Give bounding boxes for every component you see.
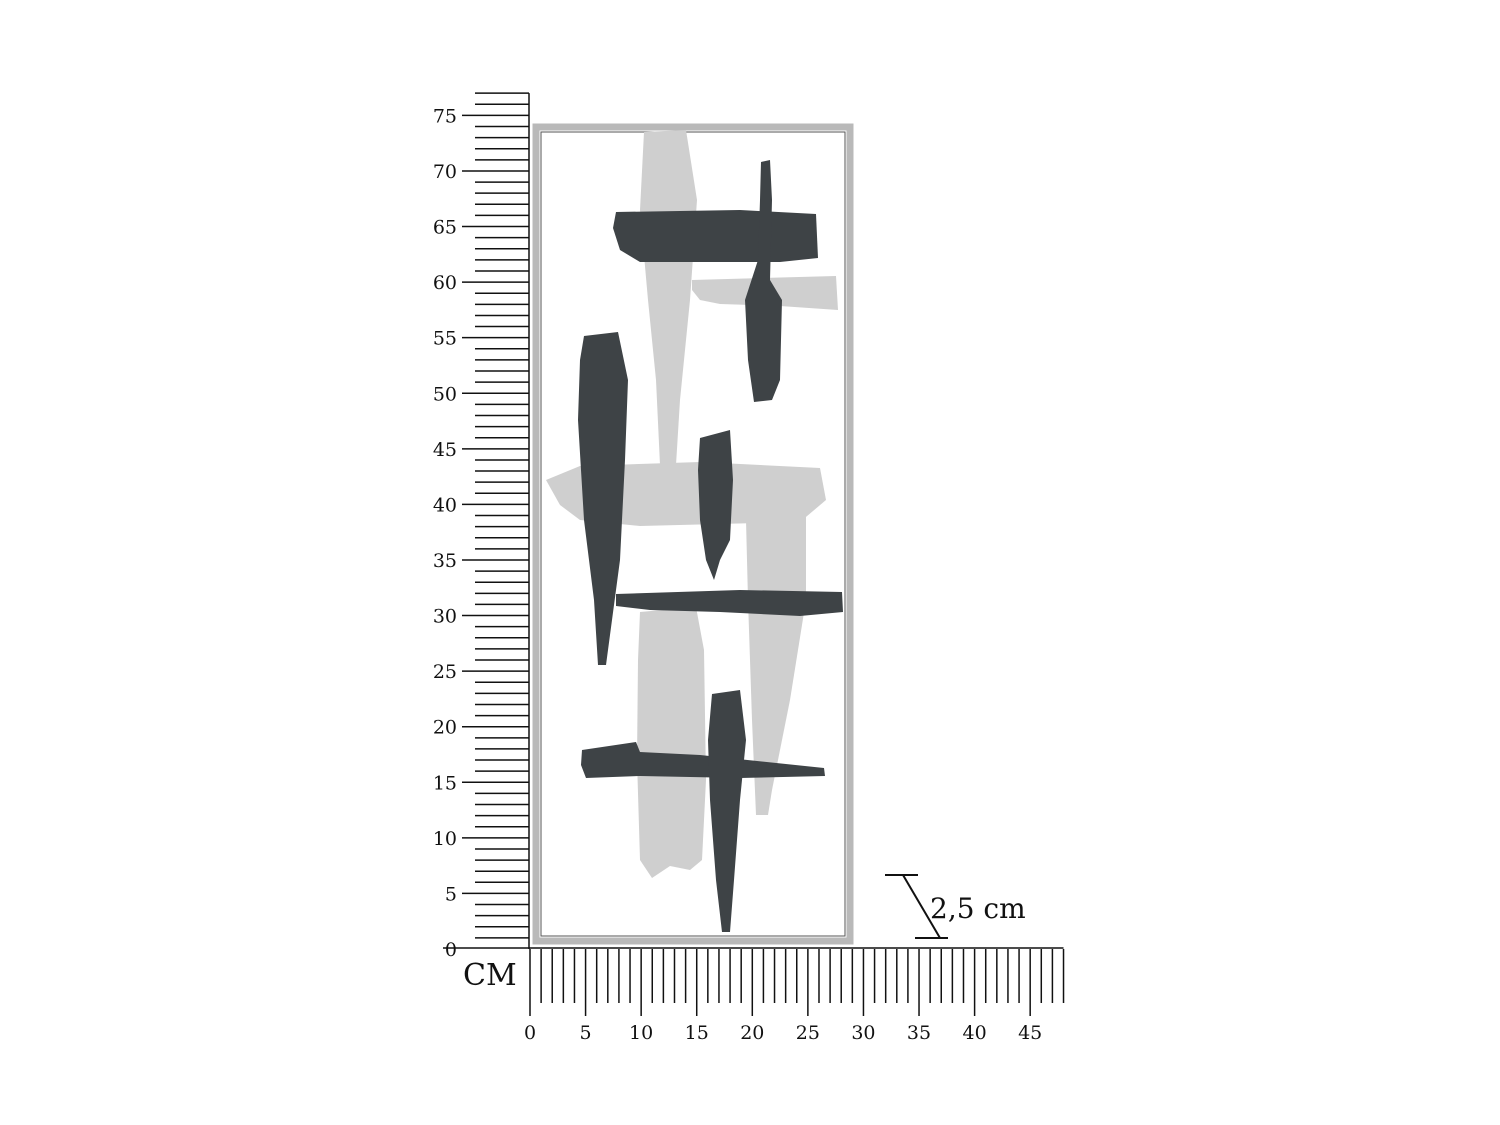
vertical-ruler: 0 5 10 15 20 25 30 35 40 45 50 55 60 65 70 75 — [433, 92, 530, 961]
frame-inner-edge — [540, 131, 846, 937]
vertical-tick-label: 25 — [433, 661, 457, 683]
horizontal-ruler: 0 5 10 15 20 25 30 35 40 45 — [443, 947, 1065, 1044]
dark-piece — [578, 332, 628, 665]
horizontal-tick-label: 40 — [963, 1022, 987, 1044]
vertical-tick-label: 70 — [433, 161, 457, 183]
vertical-tick-label: 60 — [433, 272, 457, 294]
horizontal-tick-label: 20 — [740, 1022, 764, 1044]
vertical-tick-label: 15 — [433, 772, 457, 794]
horizontal-tick-label: 25 — [796, 1022, 820, 1044]
dark-piece — [613, 210, 818, 262]
dark-piece — [708, 690, 746, 932]
vertical-tick-label: 20 — [433, 717, 457, 739]
silver-piece — [746, 486, 806, 815]
dark-piece — [745, 160, 782, 402]
vertical-tick-label: 55 — [433, 328, 457, 350]
vertical-tick-label: 5 — [445, 883, 457, 905]
silver-piece — [637, 607, 706, 878]
vertical-tick-label: 35 — [433, 550, 457, 572]
frame — [532, 123, 854, 945]
horizontal-tick-label: 0 — [524, 1022, 536, 1044]
silver-piece — [640, 130, 697, 465]
dark-piece — [616, 590, 843, 616]
horizontal-tick-label: 10 — [629, 1022, 653, 1044]
vertical-tick-label: 30 — [433, 606, 457, 628]
vertical-tick-label: 75 — [433, 105, 457, 127]
vertical-tick-label: 0 — [445, 939, 457, 961]
horizontal-tick-label: 30 — [851, 1022, 875, 1044]
depth-label: 2,5 cm — [930, 892, 1026, 925]
vertical-tick-label: 40 — [433, 494, 457, 516]
vertical-tick-label: 65 — [433, 217, 457, 239]
vertical-tick-label: 45 — [433, 439, 457, 461]
vertical-tick-label: 50 — [433, 383, 457, 405]
unit-label: CM — [463, 958, 517, 993]
depth-indicator — [885, 874, 948, 939]
horizontal-tick-label: 15 — [685, 1022, 709, 1044]
wall-art — [532, 123, 854, 945]
horizontal-tick-label: 45 — [1018, 1022, 1042, 1044]
vertical-tick-label: 10 — [433, 828, 457, 850]
dark-piece — [581, 742, 825, 778]
horizontal-tick-label: 35 — [907, 1022, 931, 1044]
horizontal-tick-label: 5 — [580, 1022, 592, 1044]
dark-piece — [698, 430, 733, 580]
